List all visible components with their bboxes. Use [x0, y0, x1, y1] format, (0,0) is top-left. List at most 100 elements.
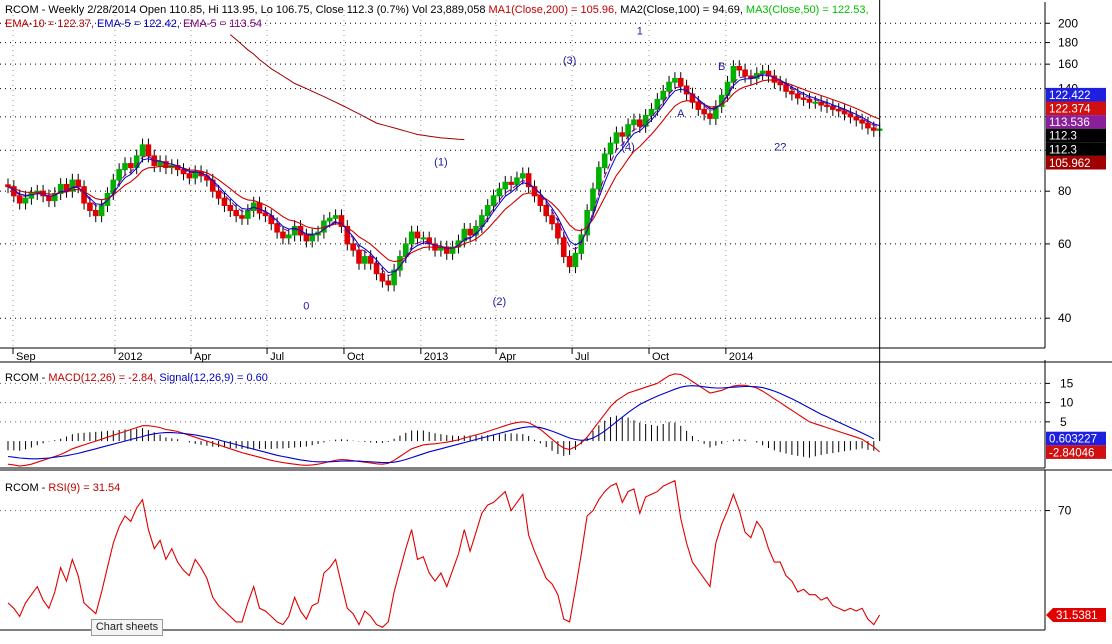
candle-body	[286, 234, 292, 239]
candle-body	[57, 183, 64, 194]
panel-title-part: MACD(12,26) = -2.84,	[48, 372, 156, 384]
candle-body	[742, 69, 748, 77]
y-tick-label: 40	[1058, 311, 1072, 325]
candle-body	[221, 197, 228, 206]
candle-body	[484, 204, 491, 217]
y-tick-label: 60	[1058, 237, 1072, 251]
price-tag-bg	[1046, 101, 1106, 116]
candle-body	[414, 231, 421, 239]
x-tick-label: Oct	[652, 351, 669, 363]
candle-body	[859, 119, 865, 124]
macd-tag: 0.603227	[1049, 434, 1097, 446]
candle-body	[426, 237, 432, 245]
rsi-line	[7, 479, 881, 628]
candle-body	[736, 65, 743, 71]
candle-body	[309, 234, 315, 242]
candle-body	[28, 192, 35, 199]
price-tag-bg	[1046, 115, 1106, 129]
candle-body	[215, 190, 222, 199]
candle-body	[765, 70, 772, 77]
candle-body	[16, 195, 23, 204]
candle-body	[835, 108, 842, 112]
candle-body	[385, 280, 392, 286]
candle-body	[233, 209, 239, 217]
candle-body	[128, 163, 134, 169]
candle-body	[549, 215, 555, 225]
x-tick-label: Apr	[499, 351, 516, 363]
candle-body	[525, 173, 532, 188]
candle-body	[391, 269, 397, 286]
candle-body	[291, 225, 298, 236]
price-tag-bg	[1046, 142, 1106, 156]
candle-body	[52, 192, 58, 202]
candle-body	[479, 215, 485, 227]
candle-body	[467, 228, 473, 236]
price-tag-bg	[1046, 87, 1106, 102]
candle-body	[789, 90, 795, 95]
candle-body	[163, 161, 169, 169]
wave-label: (2)	[493, 296, 506, 308]
panel-title-part: RCOM -	[5, 482, 48, 494]
x-tick-label: Jul	[270, 351, 284, 363]
candle-body	[707, 113, 713, 119]
wave-label: 0	[303, 300, 309, 312]
candle-body	[689, 93, 696, 103]
candle-body	[508, 181, 514, 185]
rsi-tag: 31.5381	[1056, 610, 1098, 622]
price-tag: 122.422	[1049, 90, 1091, 102]
candle-body	[660, 90, 667, 100]
price-tag-bg	[1046, 155, 1106, 170]
candle-body	[847, 113, 854, 118]
panel-title-part: RSI(9) = 31.54	[48, 482, 120, 494]
candle-body	[601, 153, 608, 169]
candle-body	[408, 231, 415, 245]
candle-body	[520, 173, 526, 179]
y-tick-label: 15	[1060, 376, 1074, 390]
x-tick-label: Apr	[194, 351, 211, 363]
y-tick-label: 200	[1058, 16, 1078, 30]
panel-title-part: MA2(Close,100) = 94.69,	[617, 4, 743, 16]
wave-label: 1	[637, 26, 643, 38]
candle-body	[227, 204, 234, 211]
candle-body	[502, 181, 509, 190]
candle-body	[239, 215, 245, 219]
macd-tag-bg	[1046, 431, 1106, 446]
candle-body	[280, 231, 286, 239]
candle-body	[496, 188, 503, 197]
chart-sheets-tab[interactable]: Chart sheets	[91, 619, 163, 636]
candle-body	[332, 215, 339, 219]
candle-body	[145, 144, 152, 157]
candle-body	[672, 77, 678, 83]
candle-body	[245, 209, 251, 219]
price-tag: 105.962	[1049, 158, 1091, 170]
candle-body	[5, 184, 11, 188]
candle-body	[157, 161, 163, 167]
candle-body	[379, 273, 386, 282]
candle-body	[701, 108, 707, 115]
wave-label: B	[718, 61, 725, 73]
candle-body	[677, 77, 684, 87]
rsi-tag-bg	[1046, 607, 1106, 622]
candle-body	[560, 237, 567, 258]
wave-label: 2?	[774, 141, 786, 153]
candle-body	[818, 101, 824, 106]
candle-body	[116, 169, 122, 181]
price-tag-bg	[1046, 128, 1106, 143]
candle-body	[449, 246, 456, 254]
candle-body	[46, 195, 52, 202]
candle-body	[631, 119, 637, 126]
candle-body	[654, 98, 661, 110]
candle-body	[759, 70, 766, 75]
price-tag: 122.374	[1049, 104, 1091, 116]
panel-title: RCOM - Weekly 2/28/2014 Open 110.85, Hi …	[5, 4, 869, 16]
candle-body	[543, 204, 550, 217]
price-tag: 113.536	[1049, 117, 1090, 129]
panel-title-part: MA3(Close,50) = 122.53,	[743, 4, 869, 16]
x-tick-label: 2013	[424, 351, 448, 363]
ma1-line	[229, 34, 465, 141]
candle-body	[514, 177, 520, 185]
candle-body	[572, 252, 579, 268]
candle-body	[865, 122, 871, 129]
